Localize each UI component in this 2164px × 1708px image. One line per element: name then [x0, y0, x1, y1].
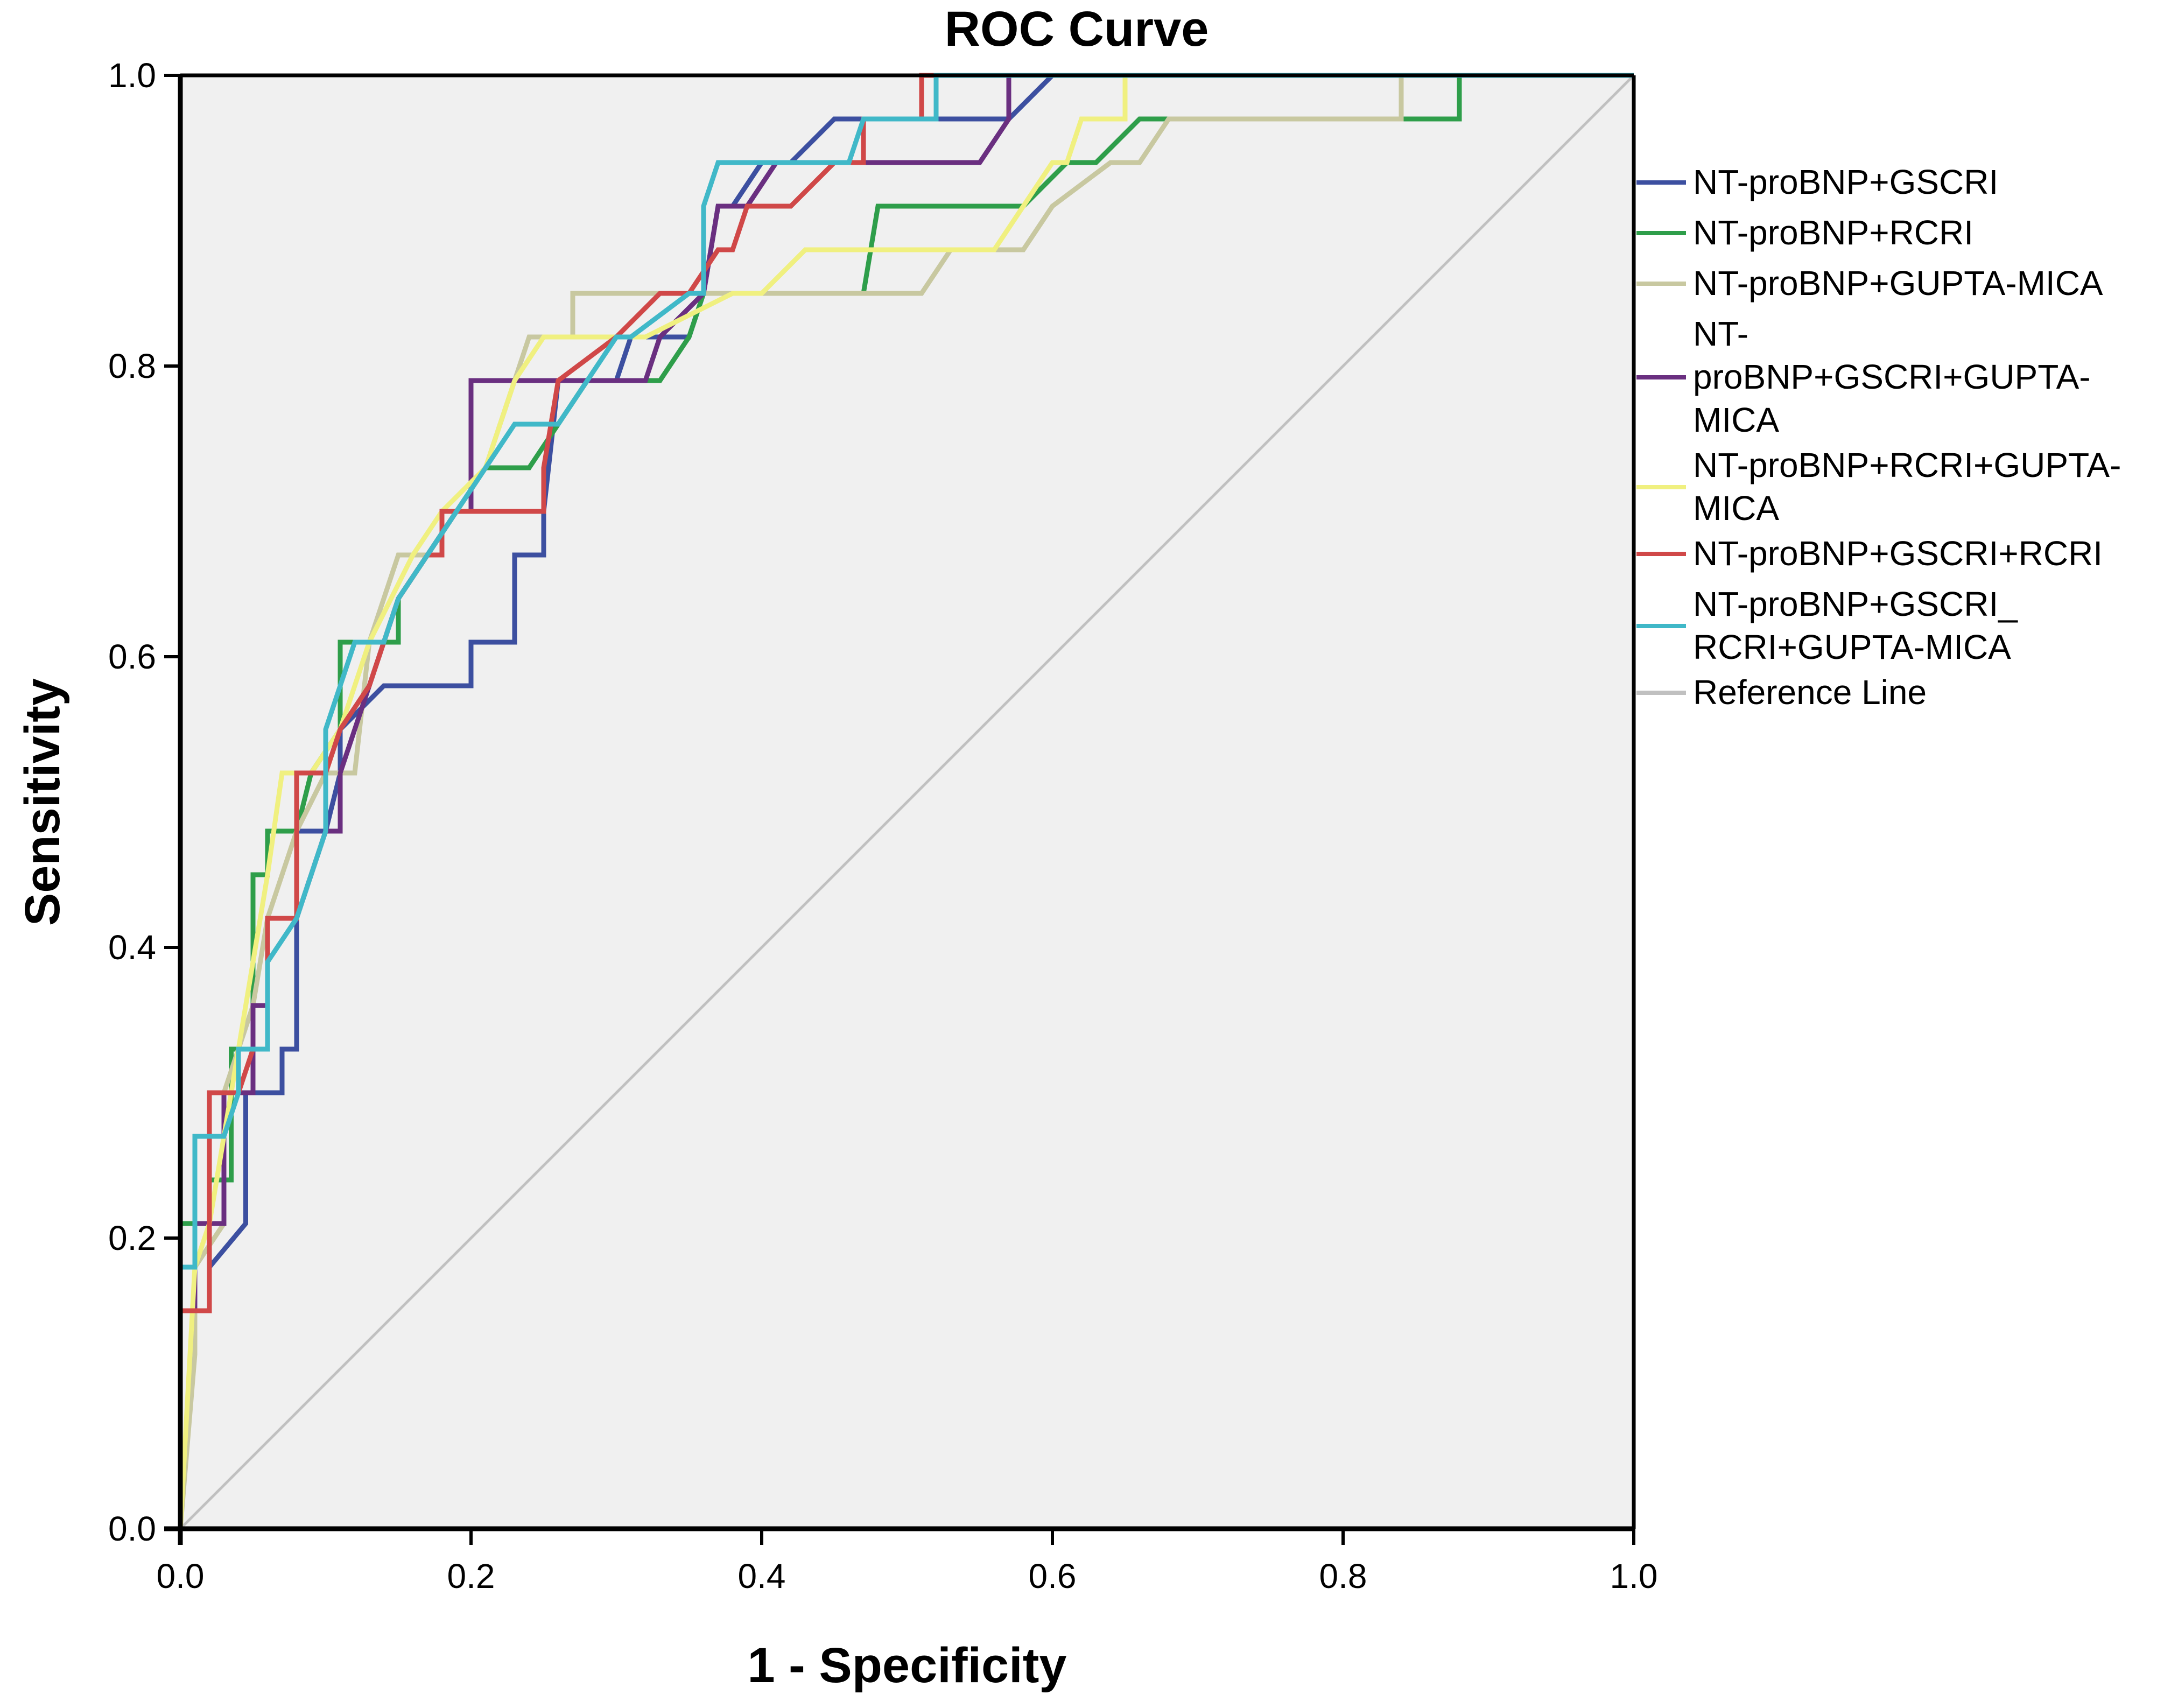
y-tick-label: 0.8	[108, 347, 156, 385]
legend-item-reference-line: Reference Line	[1636, 673, 1927, 712]
x-tick-label: 0.6	[1029, 1557, 1077, 1595]
legend-item-nt-probnp-gupta-mica: NT-proBNP+GUPTA-MICA	[1636, 264, 2103, 303]
legend-label: Reference Line	[1693, 673, 1927, 712]
legend-label: NT-	[1693, 314, 1748, 353]
y-tick-label: 0.6	[108, 637, 156, 676]
legend-label: NT-proBNP+GSCRI	[1693, 163, 1998, 201]
x-tick-label: 0.8	[1319, 1557, 1367, 1595]
x-tick-label: 0.4	[738, 1557, 786, 1595]
series-line-nt-probnp-gupta-mica	[178, 73, 1634, 1529]
legend-item-nt-probnp-gscri-gupta-mica: NT-proBNP+GSCRI+GUPTA- MICA	[1636, 314, 2091, 439]
series-line-reference-line	[179, 74, 1635, 1530]
y-tick-label: 0.0	[108, 1509, 156, 1548]
y-tick-label: 0.4	[108, 928, 156, 967]
series-line-nt-probnp-gscri-rcri-gupta-mica	[178, 73, 1634, 1529]
series-line-nt-probnp-gscri	[178, 73, 1634, 1529]
series-line-nt-probnp-rcri-gupta-mica	[178, 73, 1634, 1529]
legend-label: NT-proBNP+GUPTA-MICA	[1693, 264, 2103, 303]
y-tick-label: 0.2	[108, 1219, 156, 1257]
axes-layer	[164, 73, 1636, 1545]
legend-label: NT-proBNP+GSCRI_	[1693, 585, 2018, 623]
x-axis-label: 1 - Specificity	[747, 1638, 1066, 1693]
x-tick-label: 0.0	[157, 1557, 205, 1595]
legend-item-nt-probnp-gscri-rcri-gupta-mica: NT-proBNP+GSCRI_ RCRI+GUPTA-MICA	[1636, 585, 2018, 666]
legend-label: NT-proBNP+RCRI+GUPTA-	[1693, 446, 2121, 484]
legend: NT-proBNP+GSCRI NT-proBNP+RCRI NT-proBNP+G…	[1636, 163, 2121, 712]
y-tick-label: 1.0	[108, 56, 156, 95]
legend-label: MICA	[1693, 400, 1779, 439]
legend-label: MICA	[1693, 489, 1779, 528]
legend-item-nt-probnp-gscri-rcri: NT-proBNP+GSCRI+RCRI	[1636, 534, 2103, 573]
series-layer	[178, 73, 1635, 1530]
legend-item-nt-probnp-rcri-gupta-mica: NT-proBNP+RCRI+GUPTA- MICA	[1636, 446, 2121, 528]
ticks-layer: 0.0 0.2 0.4 0.6 0.8 1.0 0.0 0.2 0.4 0.6 0.8 1.0	[108, 56, 1657, 1595]
legend-label: proBNP+GSCRI+GUPTA-	[1693, 357, 2091, 396]
x-tick-label: 1.0	[1610, 1557, 1658, 1595]
chart-title: ROC Curve	[945, 2, 1209, 57]
y-axis-label: Sensitivity	[15, 678, 70, 926]
legend-label: NT-proBNP+GSCRI+RCRI	[1693, 534, 2103, 573]
x-tick-label: 0.2	[447, 1557, 495, 1595]
legend-item-nt-probnp-rcri: NT-proBNP+RCRI	[1636, 213, 1973, 252]
legend-item-nt-probnp-gscri: NT-proBNP+GSCRI	[1636, 163, 1998, 201]
legend-label: NT-proBNP+RCRI	[1693, 213, 1973, 252]
legend-label: RCRI+GUPTA-MICA	[1693, 628, 2011, 666]
